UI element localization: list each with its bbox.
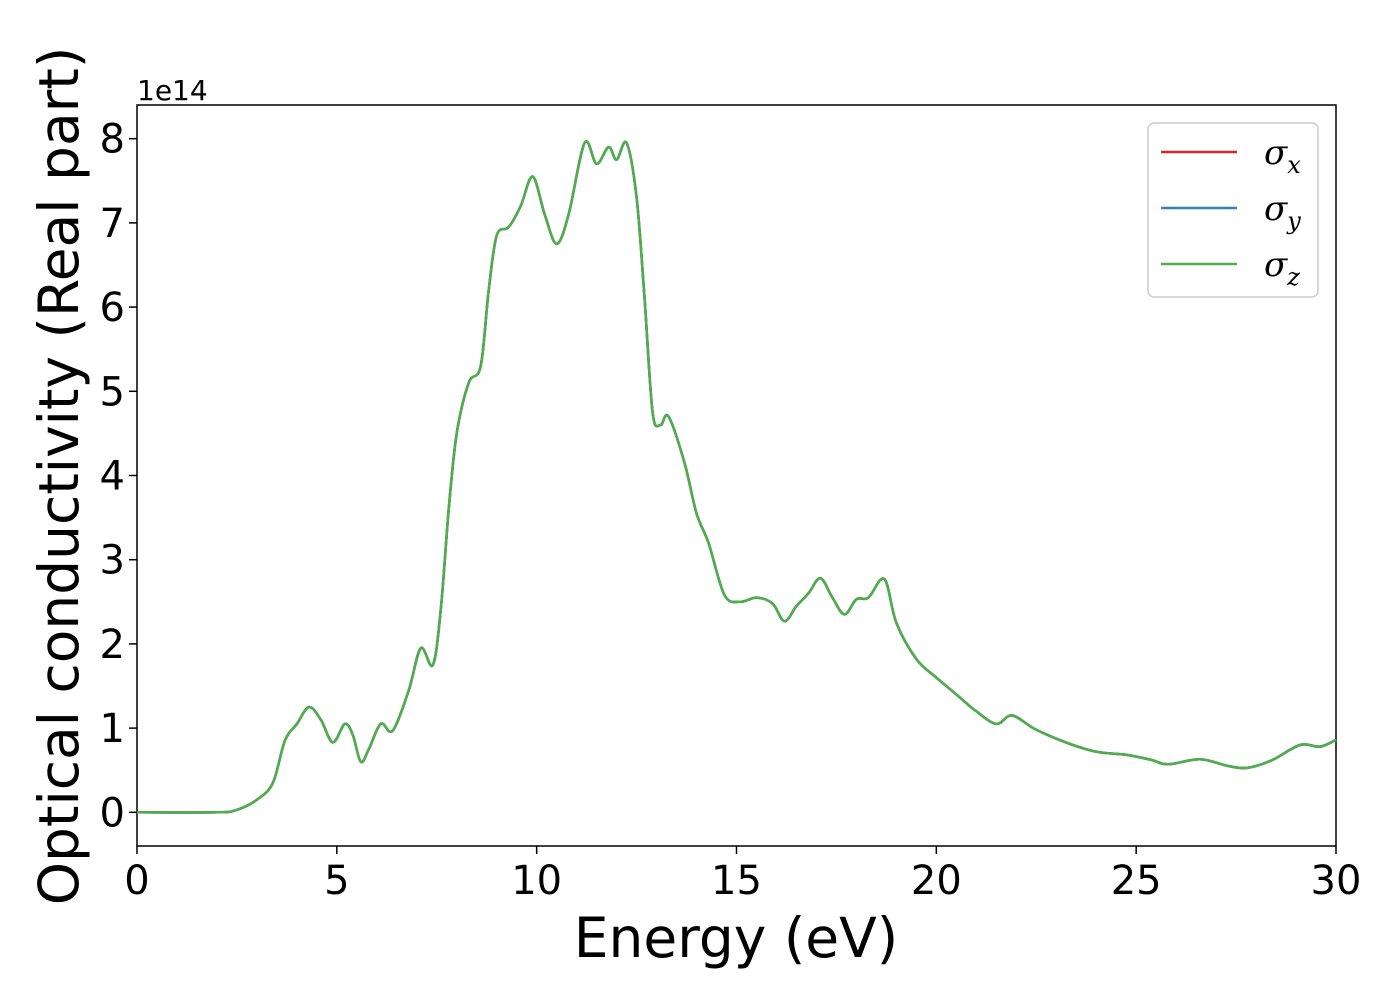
legend-label-sigma-z: σz <box>1264 245 1300 291</box>
y-tick-label: 5 <box>100 369 125 415</box>
y-tick-label: 7 <box>100 201 125 247</box>
x-tick-label: 10 <box>511 858 562 904</box>
legend-label-sigma-x: σx <box>1264 133 1301 179</box>
x-axis-ticks: 0 5 10 15 20 25 30 <box>124 846 1361 904</box>
x-tick-label: 5 <box>324 858 349 904</box>
y-tick-label: 8 <box>100 117 125 163</box>
legend-label-sigma-y: σy <box>1264 189 1301 235</box>
legend-subscript: y <box>1286 207 1301 235</box>
y-offset-label: 1e14 <box>137 74 208 107</box>
y-tick-label: 4 <box>100 454 125 500</box>
y-axis-ticks: 0 1 2 3 4 5 6 7 8 <box>100 117 137 836</box>
y-tick-label: 0 <box>100 790 125 836</box>
y-axis-title: Optical conductivity (Real part) <box>27 47 91 906</box>
x-axis-title: Energy (eV) <box>574 906 898 970</box>
x-tick-label: 0 <box>124 858 149 904</box>
y-tick-label: 3 <box>100 538 125 584</box>
legend-subscript: z <box>1286 263 1300 291</box>
x-tick-label: 25 <box>1111 858 1162 904</box>
legend-symbol: σ <box>1264 245 1288 285</box>
plot-area <box>136 104 1337 847</box>
y-tick-label: 6 <box>100 285 125 331</box>
x-tick-label: 15 <box>711 858 762 904</box>
x-tick-label: 20 <box>911 858 962 904</box>
series-line-sigma-z <box>136 140 1337 814</box>
legend-box <box>1147 122 1319 298</box>
series-layer <box>136 140 1337 814</box>
legend-subscript: x <box>1287 151 1301 179</box>
x-tick-label: 30 <box>1311 858 1362 904</box>
legend-symbol: σ <box>1264 133 1288 173</box>
y-tick-label: 2 <box>100 622 125 668</box>
y-tick-label: 1 <box>100 706 125 752</box>
legend-symbol: σ <box>1264 189 1288 229</box>
